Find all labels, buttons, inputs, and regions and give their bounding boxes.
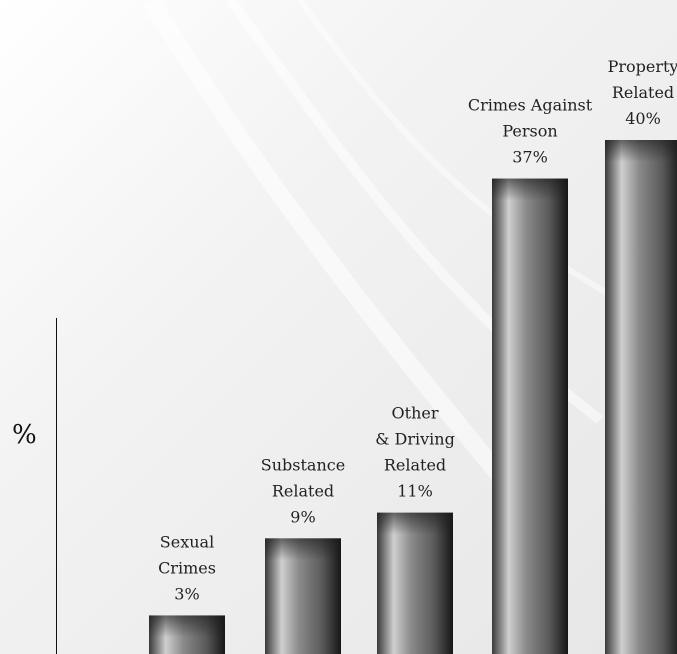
bar-rect: [492, 178, 568, 654]
category-label: Crimes: [158, 558, 216, 577]
y-axis-line: [56, 318, 57, 654]
data-label: 9%: [290, 507, 315, 526]
bar-3: [377, 512, 453, 654]
category-label: & Driving: [375, 430, 455, 449]
data-label: 3%: [174, 584, 199, 603]
category-label: Related: [384, 456, 446, 475]
bar-cap-shade: [605, 140, 677, 162]
category-label: Sexual: [160, 532, 214, 551]
bar-cap-shade: [492, 178, 568, 201]
category-label: Other: [392, 404, 439, 423]
category-label: Crimes Against: [468, 96, 593, 115]
category-label: Related: [272, 481, 334, 500]
bar-1: [149, 615, 225, 654]
data-label: 40%: [625, 109, 661, 128]
bar-rect: [605, 140, 677, 654]
category-label: Person: [502, 122, 557, 141]
y-axis-label: %: [12, 420, 37, 450]
data-label: 11%: [397, 482, 433, 501]
bar-cap-shade: [149, 615, 225, 638]
bar-4: [492, 178, 568, 654]
bar-rect: [377, 512, 453, 654]
category-label: Related: [612, 83, 674, 102]
category-label: Property: [608, 57, 677, 76]
bar-cap-shade: [265, 538, 341, 561]
bar-5: [605, 140, 677, 654]
category-label: Substance: [261, 455, 345, 474]
bar-cap-shade: [377, 512, 453, 535]
data-label: 37%: [512, 148, 548, 167]
bar-2: [265, 538, 341, 654]
